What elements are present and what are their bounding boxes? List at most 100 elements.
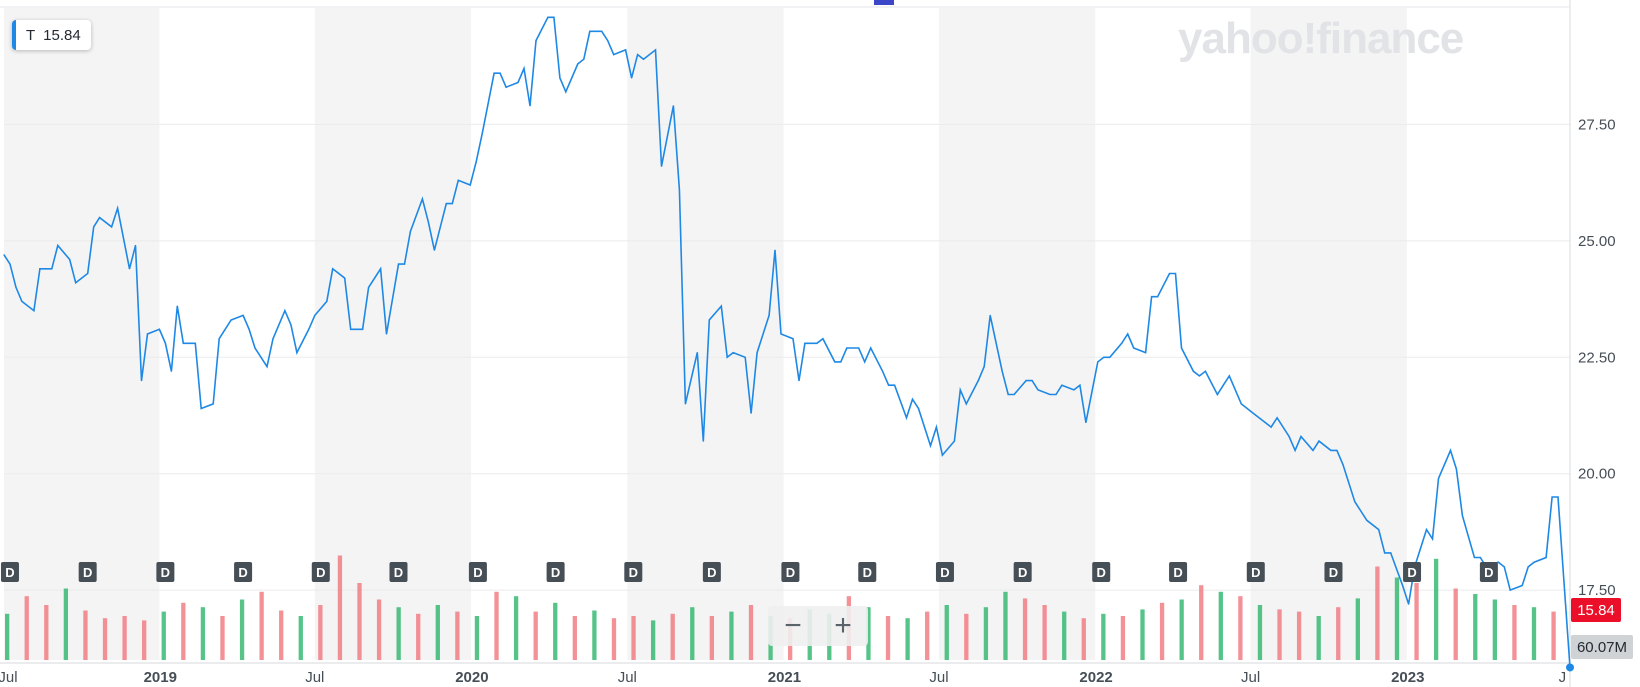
price-point <box>1007 393 1009 396</box>
volume-bar <box>885 616 891 660</box>
price-point <box>529 105 531 107</box>
volume-bar <box>1316 616 1321 660</box>
x-tick-label: Jul <box>929 669 948 686</box>
price-point <box>1013 393 1015 396</box>
price-point <box>1073 389 1075 391</box>
dividend-marker[interactable]: D <box>468 562 487 582</box>
dividend-marker[interactable]: D <box>1169 562 1188 582</box>
price-point <box>87 272 89 275</box>
dividend-marker[interactable]: D <box>1403 562 1422 582</box>
zoom-in-button[interactable]: + <box>834 609 852 642</box>
price-point <box>1025 380 1027 382</box>
volume-bar <box>866 607 871 660</box>
dividend-marker[interactable]: D <box>781 562 800 582</box>
dividend-marker[interactable]: D <box>1246 562 1265 582</box>
volume-bar <box>729 611 734 660</box>
price-point <box>111 226 113 228</box>
yahoo-finance-logo: yahoo!finance <box>1178 14 1464 63</box>
price-point <box>164 342 166 344</box>
price-point <box>128 268 131 270</box>
volume-bar <box>337 555 343 660</box>
svg-text:D: D <box>1329 565 1338 580</box>
price-point <box>989 314 991 316</box>
price-point <box>451 203 453 205</box>
price-point <box>194 342 196 344</box>
svg-text:D: D <box>863 565 872 580</box>
price-point <box>1378 529 1380 531</box>
dividend-marker[interactable]: D <box>78 562 97 582</box>
price-point <box>613 54 615 56</box>
volume-bar <box>200 607 206 660</box>
dividend-marker[interactable]: D <box>389 562 408 582</box>
price-point <box>176 305 178 307</box>
price-point <box>332 268 334 270</box>
dividend-marker[interactable]: D <box>624 562 643 582</box>
dividend-marker[interactable]: D <box>1092 562 1111 582</box>
price-point <box>1127 333 1129 335</box>
price-point <box>380 268 382 270</box>
price-point <box>637 54 639 56</box>
y-tick-label: 20.00 <box>1578 466 1616 483</box>
dividend-marker[interactable]: D <box>858 562 877 582</box>
price-point <box>583 58 585 60</box>
dividend-marker[interactable]: D <box>1013 562 1032 582</box>
price-point <box>427 221 429 223</box>
price-point <box>158 328 160 330</box>
svg-text:D: D <box>5 565 14 580</box>
price-point <box>601 30 603 32</box>
price-point <box>1354 501 1356 503</box>
price-point <box>1294 449 1296 451</box>
volume-bar <box>474 616 480 660</box>
ticker-price: 15.84 <box>43 26 81 44</box>
x-tick-label: 2020 <box>455 669 488 686</box>
zoom-out-button[interactable]: − <box>784 609 802 642</box>
volume-bar <box>1375 566 1380 660</box>
price-point <box>1037 389 1039 391</box>
price-point <box>660 165 663 167</box>
volume-bar <box>1473 594 1478 660</box>
price-point <box>1300 435 1302 438</box>
price-point <box>505 86 507 88</box>
volume-bar <box>318 605 323 660</box>
volume-bar <box>1101 613 1106 660</box>
last-price-dot <box>1566 663 1574 672</box>
dividend-marker[interactable]: D <box>546 562 565 582</box>
dividend-marker[interactable]: D <box>156 562 175 582</box>
x-tick-label: Jul <box>1241 669 1260 686</box>
price-point <box>218 338 220 340</box>
dividend-marker[interactable]: D <box>234 562 253 582</box>
dividend-marker[interactable]: D <box>311 562 330 582</box>
dividend-marker[interactable]: D <box>1324 562 1343 582</box>
price-point <box>774 249 776 251</box>
dividend-marker[interactable]: D <box>1479 562 1498 582</box>
price-point <box>1049 393 1051 396</box>
dividend-marker[interactable]: D <box>702 562 721 582</box>
price-point <box>1001 370 1003 372</box>
price-point <box>1103 356 1105 358</box>
volume-bar <box>1179 599 1184 660</box>
price-point <box>1402 584 1404 587</box>
price-point <box>481 133 483 135</box>
price-point <box>816 342 818 344</box>
price-point <box>140 380 143 382</box>
price-point <box>559 77 561 79</box>
price-point <box>1151 296 1153 298</box>
price-point <box>99 217 101 219</box>
volume-bar <box>1257 605 1263 660</box>
price-point <box>272 338 274 340</box>
dividend-marker[interactable]: D <box>0 562 19 582</box>
volume-bar <box>63 588 69 660</box>
svg-text:D: D <box>551 565 560 580</box>
price-point <box>385 333 388 335</box>
price-point <box>51 268 53 270</box>
x-tick-label: 2019 <box>144 669 177 686</box>
price-point <box>421 198 423 200</box>
volume-bar <box>181 602 186 660</box>
price-point <box>547 16 549 18</box>
price-point <box>308 328 310 330</box>
dividend-marker[interactable]: D <box>935 562 954 582</box>
price-point <box>1109 356 1111 358</box>
price-point <box>983 366 985 368</box>
